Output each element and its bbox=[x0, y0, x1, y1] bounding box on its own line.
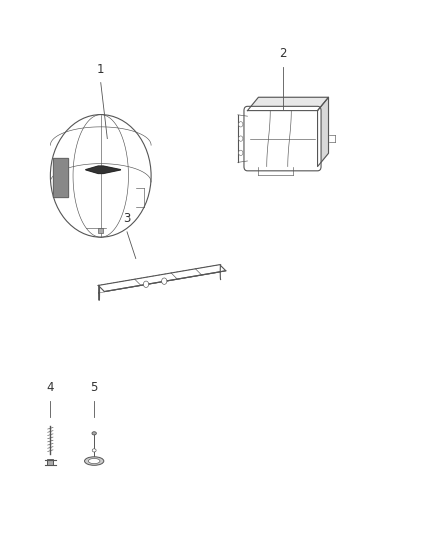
Circle shape bbox=[239, 150, 243, 156]
Circle shape bbox=[239, 136, 243, 141]
Polygon shape bbox=[98, 265, 226, 292]
Ellipse shape bbox=[92, 449, 96, 452]
Circle shape bbox=[162, 278, 167, 285]
Text: 5: 5 bbox=[91, 382, 98, 394]
Text: 4: 4 bbox=[46, 382, 54, 394]
Circle shape bbox=[239, 122, 243, 127]
Ellipse shape bbox=[92, 432, 96, 435]
Polygon shape bbox=[53, 158, 68, 197]
Text: 2: 2 bbox=[279, 47, 286, 60]
Ellipse shape bbox=[88, 458, 100, 464]
Polygon shape bbox=[318, 97, 328, 166]
Ellipse shape bbox=[50, 115, 151, 237]
Polygon shape bbox=[86, 166, 121, 173]
Bar bbox=[47, 459, 53, 465]
Text: 1: 1 bbox=[97, 63, 105, 76]
FancyBboxPatch shape bbox=[244, 107, 321, 171]
Bar bbox=[98, 228, 103, 233]
Polygon shape bbox=[247, 97, 328, 111]
Ellipse shape bbox=[85, 457, 104, 465]
Text: 3: 3 bbox=[124, 213, 131, 225]
Circle shape bbox=[143, 281, 148, 287]
